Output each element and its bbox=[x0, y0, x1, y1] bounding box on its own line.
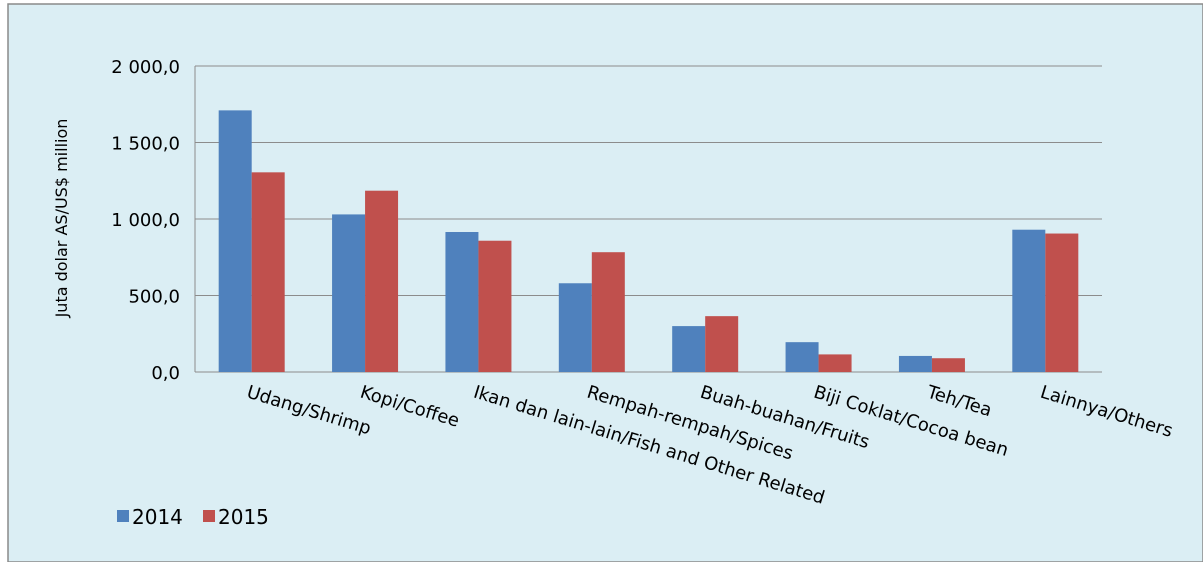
bar-2015 bbox=[931, 358, 965, 372]
legend-label: 2014 bbox=[132, 505, 183, 529]
legend-swatch-2015 bbox=[203, 510, 215, 522]
y-axis-label: Juta dolar AS/US$ million bbox=[52, 119, 71, 319]
legend-label: 2015 bbox=[218, 505, 269, 529]
bar-2015 bbox=[1045, 233, 1079, 372]
bar-2014 bbox=[218, 110, 252, 373]
bar-2014 bbox=[1012, 229, 1046, 372]
bar-2015 bbox=[251, 172, 285, 372]
bar-2015 bbox=[818, 354, 852, 372]
y-tick-label: 1 500,0 bbox=[111, 134, 180, 155]
y-tick-label: 1 000,0 bbox=[111, 210, 180, 231]
bar-2015 bbox=[478, 240, 512, 372]
bar-2014 bbox=[672, 326, 706, 372]
bar-2014 bbox=[558, 283, 592, 372]
bar-2014 bbox=[332, 214, 366, 372]
y-tick-label: 500,0 bbox=[128, 287, 180, 308]
y-tick-labels: 0,0 500,0 1 000,0 1 500,0 2 000,0 bbox=[111, 57, 180, 384]
legend-swatch-2014 bbox=[117, 510, 129, 522]
y-tick-label: 2 000,0 bbox=[111, 57, 180, 78]
y-tick-label: 0,0 bbox=[151, 363, 180, 384]
bar-2015 bbox=[591, 252, 625, 372]
bar-2015 bbox=[365, 190, 399, 372]
bars bbox=[218, 110, 1079, 373]
bar-2014 bbox=[445, 232, 479, 372]
legend: 2014 2015 bbox=[117, 505, 269, 529]
bar-2015 bbox=[705, 316, 739, 372]
bar-2014 bbox=[898, 355, 932, 372]
bar-2014 bbox=[785, 342, 819, 372]
